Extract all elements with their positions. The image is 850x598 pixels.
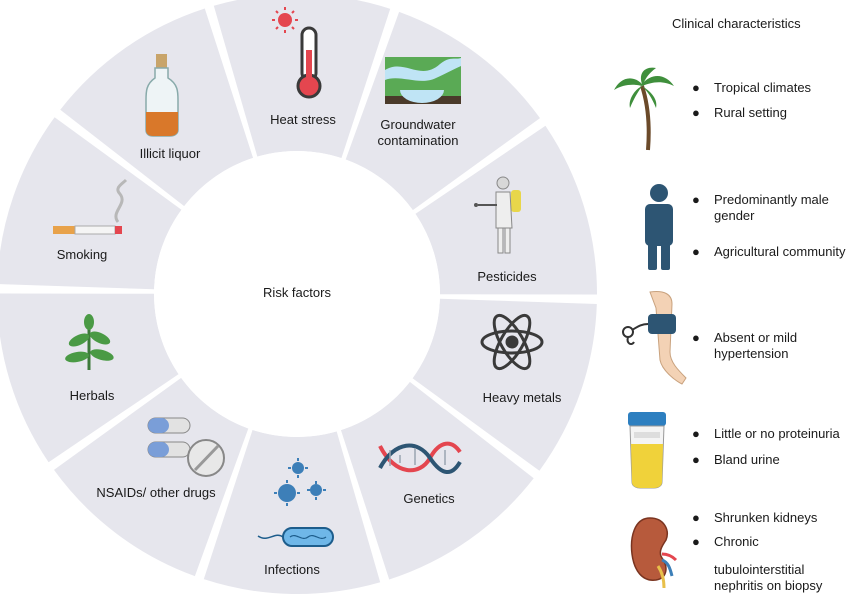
bullet-icon: ● <box>692 426 700 441</box>
bullet-icon: ● <box>692 192 700 207</box>
liquor-bottle-icon <box>145 54 179 137</box>
thermometer-icon <box>272 7 322 99</box>
bullet-icon: ● <box>692 452 700 467</box>
atom-icon <box>480 313 544 371</box>
clinical-item-text: Agricultural community <box>714 244 846 259</box>
risk-label-infections: Infections <box>264 562 320 577</box>
urine-sample-icon <box>628 412 666 489</box>
pills-icon <box>147 417 225 477</box>
clinical-item-text: Absent or mild hypertension <box>714 330 798 361</box>
herb-plant-icon <box>65 314 114 370</box>
clinical-item-text: Little or no proteinuria <box>714 426 840 441</box>
cigarette-icon <box>53 178 128 235</box>
wheel-center: Risk factors <box>154 151 440 437</box>
wheel-segment <box>0 117 182 290</box>
clinical-item-text: Tropical climates <box>714 80 812 95</box>
wheel-segment <box>53 377 249 577</box>
clinical-item-text: Bland urine <box>714 452 780 467</box>
risk-label-illicit-liquor: Illicit liquor <box>140 146 201 161</box>
clinical-item-continuation: tubulointerstitial nephritis on biopsy <box>714 562 823 593</box>
risk-label-nsaids: NSAIDs/ other drugs <box>96 485 216 500</box>
risk-label-smoking: Smoking <box>57 247 108 262</box>
groundwater-icon <box>385 57 461 104</box>
clinical-item-text: Shrunken kidneys <box>714 510 818 525</box>
clinical-characteristics-panel: Clinical characteristics ● Tropical clim… <box>612 0 850 598</box>
bullet-icon: ● <box>692 510 700 525</box>
wheel-segment <box>412 298 597 471</box>
wheel-segment <box>203 429 381 595</box>
wheel-segment <box>0 293 179 463</box>
wheel-segment <box>340 381 534 580</box>
palm-tree-icon <box>614 67 674 151</box>
clinical-item-text: Predominantly male gender <box>714 192 829 223</box>
microbe-icon <box>257 458 334 547</box>
risk-label-pesticides: Pesticides <box>477 269 537 284</box>
bullet-icon: ● <box>692 80 700 95</box>
risk-label-groundwater-line2: contamination <box>378 133 459 148</box>
clinical-item-text: Rural setting <box>714 105 787 120</box>
kidney-icon <box>630 517 678 589</box>
clinical-title: Clinical characteristics <box>672 16 801 31</box>
bullet-icon: ● <box>692 330 700 345</box>
risk-factor-wheel: Risk factors Heat stress Groundwater con… <box>0 0 597 595</box>
blood-pressure-arm-icon <box>622 291 687 385</box>
clinical-item-text: Chronic <box>714 534 759 549</box>
bullet-icon: ● <box>692 244 700 259</box>
center-label: Risk factors <box>263 285 331 300</box>
risk-label-heat-stress: Heat stress <box>270 112 336 127</box>
bullet-icon: ● <box>692 105 700 120</box>
pesticide-sprayer-icon <box>474 176 521 254</box>
person-icon <box>645 184 673 270</box>
dna-icon <box>378 441 462 474</box>
bullet-icon: ● <box>692 534 700 549</box>
risk-label-herbals: Herbals <box>70 388 115 403</box>
risk-label-groundwater-line1: Groundwater <box>380 117 456 132</box>
risk-label-genetics: Genetics <box>403 491 455 506</box>
risk-label-heavy-metals: Heavy metals <box>483 390 562 405</box>
